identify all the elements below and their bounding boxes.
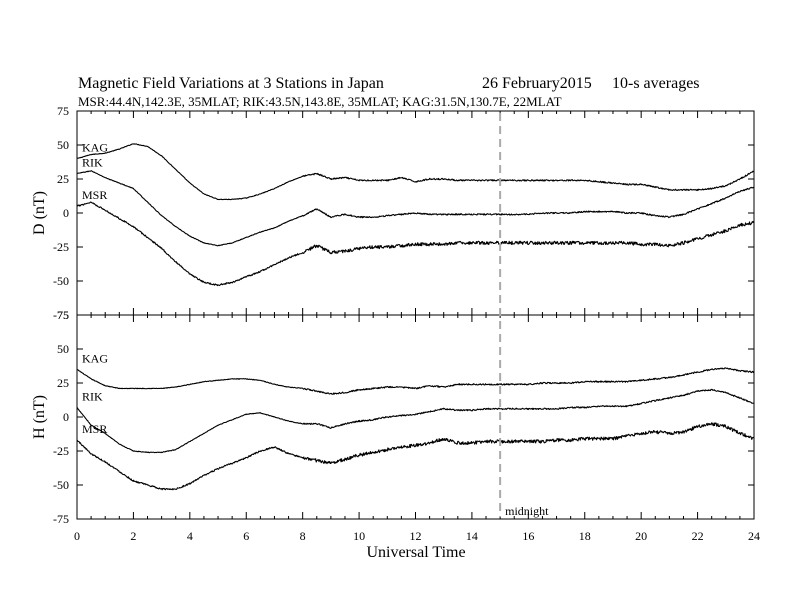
d-y-tick-label: -75 <box>53 308 69 322</box>
h-component-panel: -75 -50 -25 0 25 50 75 H (nT) KAG RIK MSR <box>31 308 755 526</box>
x-tick-label: 24 <box>748 529 760 543</box>
h-y-tick-label: 75 <box>57 308 69 322</box>
d-series-rik <box>76 170 755 247</box>
x-tick-label: 4 <box>187 529 193 543</box>
x-tick-label: 16 <box>522 529 534 543</box>
x-tick-label: 10 <box>353 529 365 543</box>
d-y-tick-label: -25 <box>53 240 69 254</box>
d-y-tick-label: 25 <box>57 172 69 186</box>
chart-date: 26 February2015 <box>482 75 592 92</box>
h-y-tick-label: 50 <box>57 342 69 356</box>
x-axis: 0 2 4 6 8 10 12 14 16 18 20 22 24 <box>74 529 760 543</box>
h-series-label-kag: KAG <box>82 351 108 365</box>
x-tick-label: 8 <box>300 529 306 543</box>
x-tick-label: 0 <box>74 529 80 543</box>
d-y-tick-label: -50 <box>53 274 69 288</box>
d-series-label-msr: MSR <box>82 188 107 202</box>
d-y-tick-label: 0 <box>63 206 69 220</box>
x-tick-label: 6 <box>243 529 249 543</box>
d-y-tick-label: 50 <box>57 138 69 152</box>
h-y-tick-label: -75 <box>53 512 69 526</box>
h-y-tick-label: 0 <box>63 410 69 424</box>
h-series-kag <box>76 367 755 395</box>
h-y-tick-label: -25 <box>53 444 69 458</box>
x-tick-label: 20 <box>635 529 647 543</box>
h-series-label-msr: MSR <box>82 422 107 436</box>
d-y-tick-label: 75 <box>57 104 69 118</box>
h-y-tick-label: 25 <box>57 376 69 390</box>
h-y-axis-title: H (nT) <box>31 395 48 439</box>
midnight-label: midnight <box>505 504 549 518</box>
chart-averaging: 10-s averages <box>612 75 700 92</box>
d-series-label-rik: RIK <box>82 156 103 170</box>
chart-title: Magnetic Field Variations at 3 Stations … <box>78 75 384 92</box>
x-tick-label: 14 <box>466 529 478 543</box>
h-series-label-rik: RIK <box>82 389 103 403</box>
x-tick-label: 22 <box>692 529 704 543</box>
x-tick-label: 18 <box>579 529 591 543</box>
h-y-tick-label: -50 <box>53 478 69 492</box>
d-y-axis-title: D (nT) <box>31 191 48 235</box>
d-series-kag <box>76 143 755 201</box>
chart-subtitle: MSR:44.4N,142.3E, 35MLAT; RIK:43.5N,143.… <box>78 94 562 109</box>
h-series-msr <box>76 422 755 491</box>
x-tick-label: 2 <box>130 529 136 543</box>
x-axis-title: Universal Time <box>366 544 465 561</box>
d-series-msr <box>76 201 755 287</box>
d-series-label-kag: KAG <box>82 141 108 155</box>
x-tick-label: 12 <box>410 529 422 543</box>
h-series-rik <box>76 388 755 454</box>
